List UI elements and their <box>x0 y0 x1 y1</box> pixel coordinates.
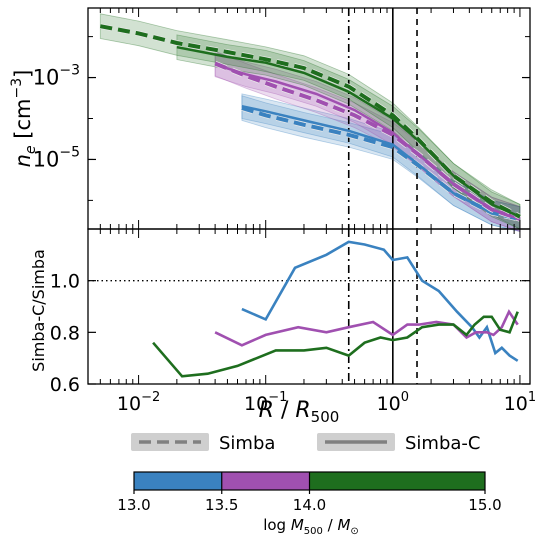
legend-simbac-label: Simba-C <box>405 433 480 454</box>
colorbar-segment-0 <box>134 472 222 490</box>
ratio-panel: 0.6 0.8 1.0 10−2 10−1 100 101 Simba-C/Simba R … <box>29 228 536 426</box>
ratio-series-13-13.5 <box>241 240 519 362</box>
ratio-series <box>152 240 519 378</box>
ratio-series-13.5-14 <box>214 309 519 347</box>
colorbar-segments <box>134 472 485 490</box>
colorbar-label: log M500 / M⊙ <box>263 516 359 537</box>
series-simbac-13.5-14 <box>214 63 521 221</box>
bottom-plot-frame <box>87 228 531 385</box>
legend-simba-label: Simba <box>219 433 275 454</box>
bottom-y-tick-label-2: 1.0 <box>50 271 80 293</box>
density-profile-panel: 10−3 10−5 ne [cm−3] <box>9 7 531 384</box>
colorbar-tick-label-3: 15.0 <box>468 496 501 514</box>
colorbar-tick-label-2: 14.0 <box>293 496 326 514</box>
top-axis-ticks: 10−3 10−5 <box>33 8 530 384</box>
x-tick-label-3: 101 <box>504 390 536 415</box>
colorbar-tick-label-0: 13.0 <box>117 496 150 514</box>
series-simbac-14-15 <box>176 45 521 218</box>
mass-colorbar: 13.0 13.5 14.0 15.0 log M500 / M⊙ <box>117 471 502 537</box>
ratio-radius-markers <box>347 229 418 384</box>
x-tick-label-2: 100 <box>377 390 409 415</box>
bottom-y-tick-label-0: 0.6 <box>50 374 80 396</box>
bottom-y-axis-label: Simba-C/Simba <box>29 249 48 372</box>
legend: Simba Simba-C <box>131 433 480 454</box>
bottom-y-tick-label-1: 0.8 <box>50 322 80 344</box>
legend-simba-handle-bg <box>131 433 209 451</box>
colorbar-segment-1 <box>221 472 310 490</box>
colorbar-segment-2 <box>309 472 485 490</box>
x-tick-label-0: 10−2 <box>117 390 160 415</box>
series-simbac-13-13.5 <box>241 104 521 221</box>
x-axis-label: R / R500 <box>259 398 340 426</box>
x-tick-label-1: 10−1 <box>244 390 287 415</box>
colorbar-tick-label-1: 13.5 <box>205 496 238 514</box>
density-series <box>99 23 522 222</box>
colorbar-ticks: 13.0 13.5 14.0 15.0 <box>117 472 502 514</box>
bottom-axis-ticks: 0.6 0.8 1.0 10−2 10−1 100 101 <box>50 271 536 415</box>
top-y-tick-label-1: 10−5 <box>33 144 80 171</box>
ratio-series-14-15 <box>152 311 519 378</box>
top-y-axis-label: ne [cm−3] <box>9 70 39 168</box>
top-y-tick-label-0: 10−3 <box>33 63 80 90</box>
